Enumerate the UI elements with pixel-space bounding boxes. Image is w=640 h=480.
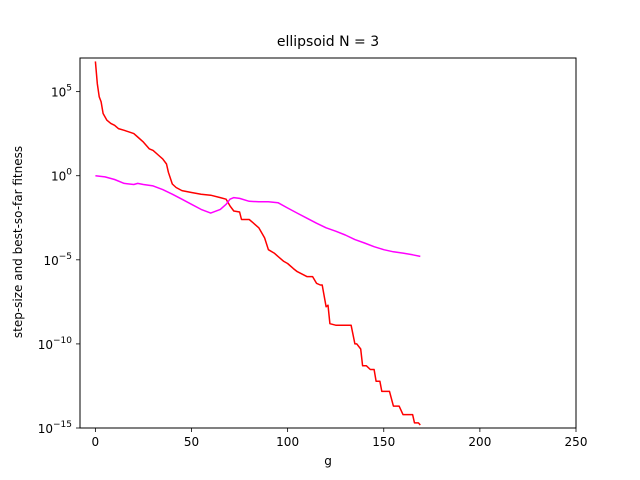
chart-title: ellipsoid N = 3	[276, 34, 380, 50]
x-tick-label: 150	[372, 435, 395, 449]
series-line-2	[95, 174, 421, 258]
x-tick-label: 200	[468, 435, 491, 449]
series-line-1	[94, 61, 421, 426]
y-tick-label: 105	[51, 84, 72, 100]
y-tick-label: 10−15	[38, 420, 72, 436]
y-tick-label: 100	[51, 168, 72, 184]
x-tick-label: 100	[276, 435, 299, 449]
x-tick-label: 0	[92, 435, 100, 449]
series-lines	[94, 61, 421, 426]
y-axis-label: step-size and best-so-far fitness	[11, 145, 25, 339]
axes-frame	[79, 57, 577, 429]
y-ticks: 105 100 10−5 10−10 10−15	[38, 84, 80, 436]
y-tick-label: 10−5	[43, 252, 72, 268]
x-tick-label: 50	[184, 435, 199, 449]
x-ticks: 0 50 100 150 200 250	[92, 428, 588, 449]
x-tick-label: 250	[565, 435, 588, 449]
y-tick-label: 10−10	[38, 336, 73, 352]
x-axis-label: g	[324, 454, 332, 468]
